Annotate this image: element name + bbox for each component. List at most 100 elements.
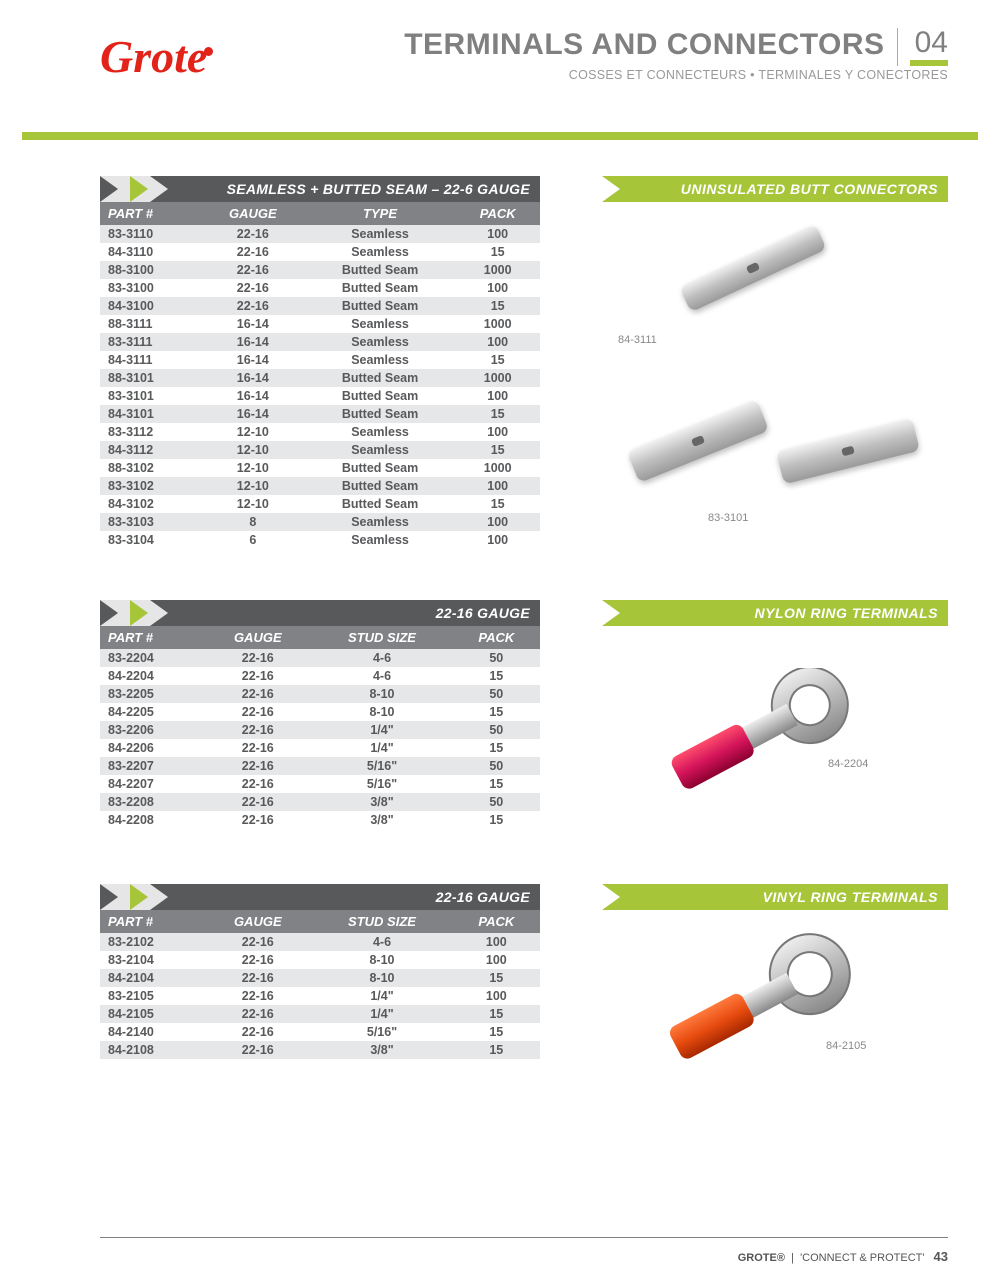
table-cell: 83-2105 bbox=[100, 987, 204, 1005]
table-cell: Seamless bbox=[305, 333, 456, 351]
table-cell: Butted Seam bbox=[305, 261, 456, 279]
table-cell: 22-16 bbox=[204, 1005, 311, 1023]
table-cell: 22-16 bbox=[204, 721, 311, 739]
table-cell: 100 bbox=[455, 387, 540, 405]
table-cell: 4-6 bbox=[311, 667, 452, 685]
table-cell: 22-16 bbox=[204, 685, 311, 703]
table-cell: 84-3102 bbox=[100, 495, 201, 513]
table-cell: 22-16 bbox=[201, 297, 305, 315]
table-cell: 88-3102 bbox=[100, 459, 201, 477]
product-image-area-1: 84-3111 83-3101 bbox=[568, 214, 948, 554]
footer-rule bbox=[100, 1237, 948, 1238]
table-cell: 83-3101 bbox=[100, 387, 201, 405]
table-cell: 100 bbox=[455, 225, 540, 243]
table-cell: 83-2205 bbox=[100, 685, 204, 703]
data-table-3: PART # GAUGE STUD SIZE PACK 83-210222-16… bbox=[100, 910, 540, 1059]
table-cell: Seamless bbox=[305, 243, 456, 261]
page-title: TERMINALS AND CONNECTORS bbox=[404, 28, 884, 62]
table-row: 88-310116-14Butted Seam1000 bbox=[100, 369, 540, 387]
category-title-2: NYLON RING TERMINALS bbox=[755, 600, 938, 626]
table-row: 84-214022-165/16"15 bbox=[100, 1023, 540, 1041]
table-cell: 88-3111 bbox=[100, 315, 201, 333]
table-cell: 22-16 bbox=[201, 279, 305, 297]
table-cell: 12-10 bbox=[201, 477, 305, 495]
category-title-1: UNINSULATED BUTT CONNECTORS bbox=[681, 176, 938, 202]
table-cell: Butted Seam bbox=[305, 387, 456, 405]
table-cell: 22-16 bbox=[204, 757, 311, 775]
table-row: 84-310022-16Butted Seam15 bbox=[100, 297, 540, 315]
table-cell: 84-2205 bbox=[100, 703, 204, 721]
product-image-area-3: 84-2105 bbox=[568, 922, 948, 1092]
table-cell: 83-2102 bbox=[100, 933, 204, 951]
connector-illustration bbox=[679, 224, 827, 313]
table-cell: 15 bbox=[455, 495, 540, 513]
table-cell: 16-14 bbox=[201, 405, 305, 423]
col-header: GAUGE bbox=[204, 910, 311, 933]
table-cell: Seamless bbox=[305, 441, 456, 459]
table-cell: 83-3103 bbox=[100, 513, 201, 531]
page-number: 43 bbox=[934, 1249, 948, 1264]
table-cell: 15 bbox=[453, 969, 540, 987]
category-title-3: VINYL RING TERMINALS bbox=[763, 884, 938, 910]
connector-illustration bbox=[776, 418, 920, 485]
ring-terminal-illustration bbox=[638, 668, 858, 808]
table-cell: 22-16 bbox=[204, 793, 311, 811]
table-cell: 84-3110 bbox=[100, 243, 201, 261]
table-cell: 100 bbox=[453, 987, 540, 1005]
table-cell: 84-2206 bbox=[100, 739, 204, 757]
table-row: 88-310022-16Butted Seam1000 bbox=[100, 261, 540, 279]
table-cell: 100 bbox=[455, 423, 540, 441]
table-cell: 84-2208 bbox=[100, 811, 204, 829]
table-cell: 84-3111 bbox=[100, 351, 201, 369]
accent-bar bbox=[910, 60, 948, 66]
table-cell: 8-10 bbox=[311, 685, 452, 703]
table-cell: 83-2208 bbox=[100, 793, 204, 811]
table-cell: 16-14 bbox=[201, 351, 305, 369]
table-cell: 1/4" bbox=[311, 987, 452, 1005]
table-row: 83-31046Seamless100 bbox=[100, 531, 540, 549]
table-title-2: 22-16 GAUGE bbox=[436, 600, 530, 626]
col-header: PACK bbox=[453, 626, 540, 649]
ring-terminal-illustration bbox=[638, 932, 858, 1082]
table-cell: 50 bbox=[453, 721, 540, 739]
table-cell: 15 bbox=[455, 297, 540, 315]
table-cell: 50 bbox=[453, 649, 540, 667]
table-cell: 84-2204 bbox=[100, 667, 204, 685]
table-cell: Butted Seam bbox=[305, 369, 456, 387]
table-row: 84-210822-163/8"15 bbox=[100, 1041, 540, 1059]
table-cell: 50 bbox=[453, 793, 540, 811]
table-row: 83-220722-165/16"50 bbox=[100, 757, 540, 775]
table-cell: 8-10 bbox=[311, 969, 452, 987]
table-row: 83-311212-10Seamless100 bbox=[100, 423, 540, 441]
table-cell: 83-3110 bbox=[100, 225, 201, 243]
table-cell: Butted Seam bbox=[305, 297, 456, 315]
page-footer: GROTE® | 'CONNECT & PROTECT' 43 bbox=[738, 1249, 948, 1264]
table-cell: 100 bbox=[455, 279, 540, 297]
table-row: 83-210222-164-6100 bbox=[100, 933, 540, 951]
category-banner-2: NYLON RING TERMINALS bbox=[568, 600, 948, 626]
table-cell: 83-2207 bbox=[100, 757, 204, 775]
table-cell: 22-16 bbox=[201, 225, 305, 243]
table-row: 88-311116-14Seamless1000 bbox=[100, 315, 540, 333]
product-label: 84-2105 bbox=[826, 1040, 866, 1052]
table-row: 88-310212-10Butted Seam1000 bbox=[100, 459, 540, 477]
table-cell: 84-3112 bbox=[100, 441, 201, 459]
table-cell: 5/16" bbox=[311, 757, 452, 775]
table-cell: 5/16" bbox=[311, 775, 452, 793]
table-cell: 83-2206 bbox=[100, 721, 204, 739]
image-column-1: UNINSULATED BUTT CONNECTORS 84-3111 83-3… bbox=[568, 176, 948, 554]
table-cell: 83-3102 bbox=[100, 477, 201, 495]
table-cell: 22-16 bbox=[204, 969, 311, 987]
table-cell: 1000 bbox=[455, 261, 540, 279]
col-header: PART # bbox=[100, 910, 204, 933]
connector-illustration bbox=[627, 399, 770, 483]
data-table-1: PART # GAUGE TYPE PACK 83-311022-16Seaml… bbox=[100, 202, 540, 549]
table-cell: Seamless bbox=[305, 225, 456, 243]
table-cell: 12-10 bbox=[201, 423, 305, 441]
table-cell: 84-2108 bbox=[100, 1041, 204, 1059]
section-nylon-ring: 22-16 GAUGE PART # GAUGE STUD SIZE PACK … bbox=[0, 600, 1000, 838]
table-row: 83-310022-16Butted Seam100 bbox=[100, 279, 540, 297]
table-cell: 22-16 bbox=[204, 703, 311, 721]
product-label: 83-3101 bbox=[708, 512, 748, 524]
table-cell: Butted Seam bbox=[305, 405, 456, 423]
